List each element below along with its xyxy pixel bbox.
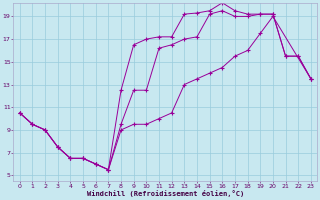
X-axis label: Windchill (Refroidissement éolien,°C): Windchill (Refroidissement éolien,°C) xyxy=(87,190,244,197)
